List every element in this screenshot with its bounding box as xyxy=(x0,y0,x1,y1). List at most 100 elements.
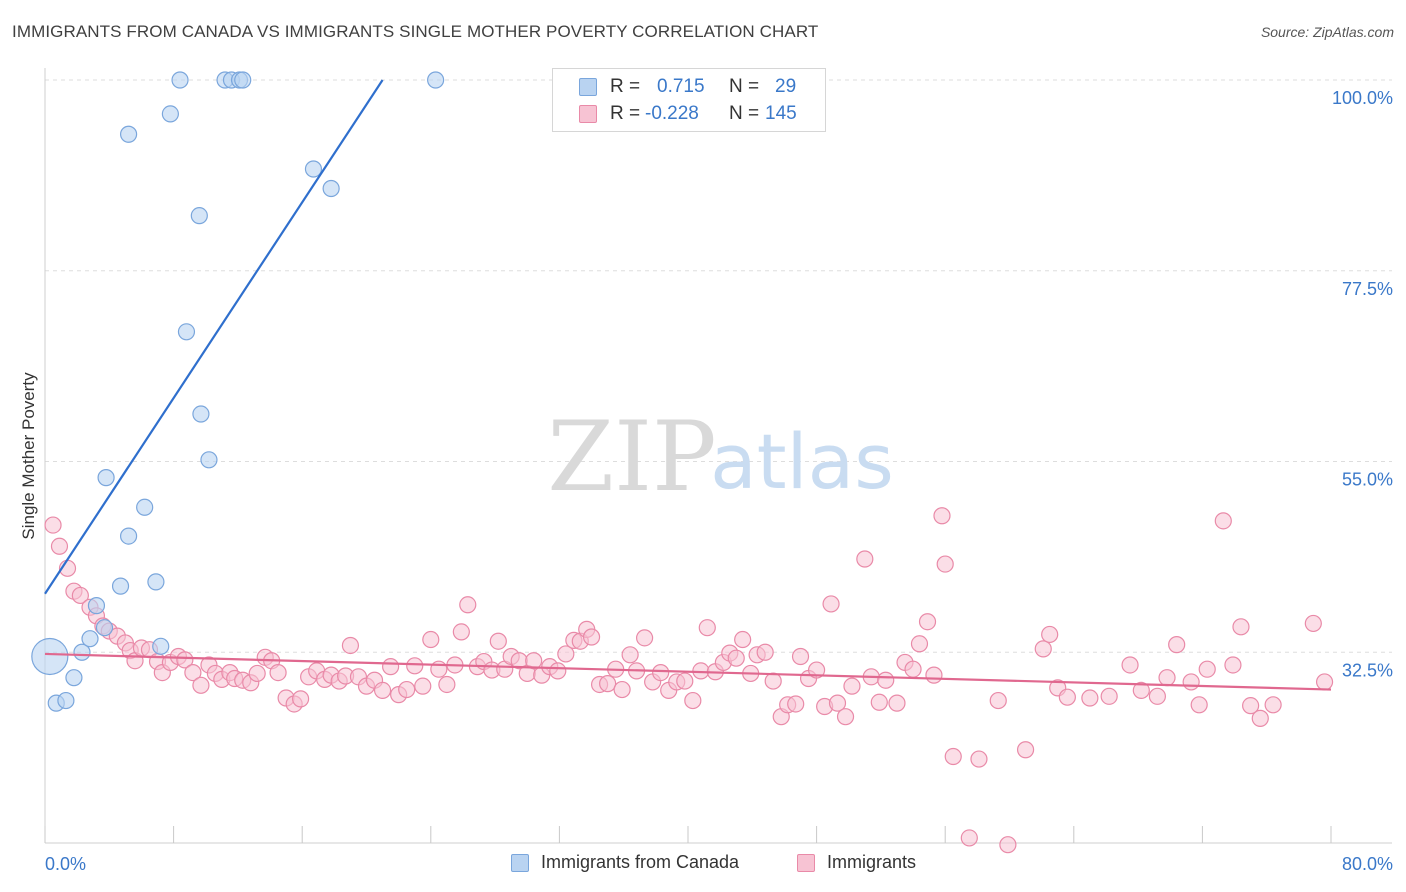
canada-trend-line xyxy=(44,79,384,595)
immigrants-point xyxy=(1198,660,1216,678)
immigrants-point xyxy=(828,694,847,712)
immigrants-point xyxy=(910,635,929,653)
immigrants-point xyxy=(856,550,874,568)
immigrants-point xyxy=(1232,618,1250,636)
immigrants-point xyxy=(459,596,477,614)
immigrants-point xyxy=(960,829,978,847)
immigrants-point xyxy=(549,662,567,680)
immigrants-point xyxy=(1264,696,1282,714)
immigrants-points xyxy=(44,507,1334,854)
stats-row-canada: R = 0.715 N = 29 xyxy=(553,74,825,100)
canada-point xyxy=(304,160,323,178)
watermark-zip: ZIP xyxy=(547,401,716,513)
x-tick-label: 80.0% xyxy=(1342,854,1393,874)
immigrants-point xyxy=(621,646,639,664)
immigrants-point xyxy=(1168,636,1186,654)
immigrants-point xyxy=(989,691,1007,710)
immigrants-point xyxy=(452,623,470,641)
immigrants-point xyxy=(635,629,654,647)
immigrants-point xyxy=(764,672,782,690)
canada-point xyxy=(57,691,75,710)
canada-point xyxy=(200,451,218,469)
immigrants-point xyxy=(1100,687,1118,705)
immigrants-point xyxy=(1315,673,1334,691)
immigrants-point xyxy=(999,836,1017,854)
immigrants-point xyxy=(1034,640,1052,658)
immigrants-point xyxy=(1251,709,1269,727)
chart-title: IMMIGRANTS FROM CANADA VS IMMIGRANTS SIN… xyxy=(12,22,819,41)
immigrants-point xyxy=(1224,656,1242,674)
immigrants-point xyxy=(1304,614,1322,633)
n-label: N = xyxy=(729,76,760,97)
immigrants-point xyxy=(422,630,440,649)
watermark-atlas: atlas xyxy=(710,417,894,506)
immigrants-point xyxy=(1182,673,1200,691)
canada-point xyxy=(322,179,340,198)
canada-point xyxy=(31,637,69,676)
y-tick-label: 77.5% xyxy=(1342,279,1393,299)
immigrants-point xyxy=(888,694,906,712)
canada-point xyxy=(192,405,210,423)
canada-point xyxy=(81,630,99,648)
immigrants-point xyxy=(613,680,631,699)
immigrants-point xyxy=(184,663,202,682)
canada-point xyxy=(111,577,130,595)
legend-label-canada: Immigrants from Canada xyxy=(541,852,740,872)
immigrants-point xyxy=(582,628,601,646)
watermark: ZIP atlas xyxy=(547,401,893,513)
immigrants-point xyxy=(807,661,826,679)
tick-labels: 100.0% 77.5% 55.0% 32.5% 0.0% 80.0% xyxy=(45,88,1393,874)
canada-point xyxy=(119,527,138,545)
immigrants-point xyxy=(836,708,855,726)
r-label: R = xyxy=(610,103,641,124)
immigrants-point xyxy=(192,676,210,694)
canada-point xyxy=(234,71,252,89)
n-value-immigrants: 145 xyxy=(765,103,797,124)
bottom-legend: Immigrants from Canada Immigrants xyxy=(0,852,1406,876)
immigrants-point xyxy=(1058,688,1076,706)
canada-point xyxy=(87,597,106,615)
y-tick-label: 55.0% xyxy=(1342,470,1393,490)
canada-points xyxy=(31,71,588,712)
canada-point xyxy=(119,125,138,143)
canada-point xyxy=(177,323,196,341)
r-value-immigrants: -0.228 xyxy=(645,103,699,124)
immigrants-point xyxy=(1214,512,1232,530)
immigrants-point xyxy=(382,658,400,676)
immigrants-swatch xyxy=(579,105,597,123)
immigrants-point xyxy=(918,613,937,631)
axis-layer xyxy=(44,68,1392,844)
canada-point xyxy=(147,573,165,591)
immigrants-point xyxy=(414,677,432,695)
immigrants-point xyxy=(756,643,774,661)
canada-point xyxy=(427,71,445,89)
legend-item-canada[interactable]: Immigrants from Canada xyxy=(511,852,739,873)
immigrants-point xyxy=(877,671,895,689)
immigrants-point xyxy=(944,747,962,766)
immigrants-point xyxy=(50,537,69,555)
immigrants-point xyxy=(652,663,670,682)
canada-point xyxy=(136,498,154,516)
immigrants-point xyxy=(1016,741,1035,759)
immigrants-legend-swatch xyxy=(797,853,815,872)
canada-point xyxy=(65,669,83,687)
canada-swatch xyxy=(579,78,597,96)
immigrants-point xyxy=(269,663,287,682)
immigrants-point xyxy=(398,680,416,699)
immigrants-point xyxy=(599,675,617,693)
n-label: N = xyxy=(729,103,760,124)
immigrants-trend-line xyxy=(44,652,1332,691)
legend-item-immigrants[interactable]: Immigrants xyxy=(797,852,916,873)
immigrants-point xyxy=(406,657,424,675)
y-axis-label: Single Mother Poverty xyxy=(19,372,38,540)
immigrants-point xyxy=(1148,687,1166,705)
immigrants-point xyxy=(1132,681,1150,700)
stats-legend-box: R = 0.715 N = 29 R = -0.228 N = 145 xyxy=(552,68,826,132)
canada-point xyxy=(73,643,91,661)
immigrants-point xyxy=(438,675,456,694)
grid-layer xyxy=(45,79,1392,653)
immigrants-point xyxy=(904,660,922,678)
immigrants-point xyxy=(291,690,310,708)
immigrants-point xyxy=(727,649,745,667)
